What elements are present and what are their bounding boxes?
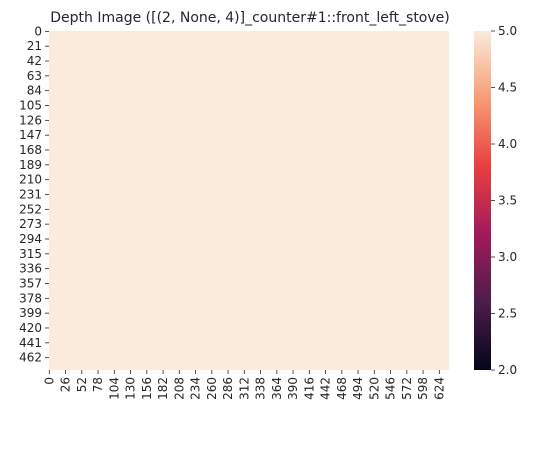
y-tick-label: 42 bbox=[27, 54, 42, 68]
y-tick-label: 210 bbox=[19, 173, 42, 187]
y-tick-label: 63 bbox=[27, 69, 42, 83]
x-tick-label: 624 bbox=[432, 377, 446, 400]
y-tick-label: 420 bbox=[19, 321, 42, 335]
colorbar-tick-label: 2.0 bbox=[498, 363, 517, 377]
x-tick-label: 390 bbox=[286, 377, 300, 400]
y-tick-label: 441 bbox=[19, 336, 42, 350]
y-tick-label: 315 bbox=[19, 247, 42, 261]
y-tick-label: 189 bbox=[19, 158, 42, 172]
x-tick-label: 208 bbox=[172, 377, 186, 400]
y-tick-label: 147 bbox=[19, 128, 42, 142]
y-tick-label: 0 bbox=[34, 24, 42, 38]
x-tick-label: 26 bbox=[59, 377, 73, 392]
x-tick-label: 104 bbox=[107, 377, 121, 400]
y-tick-label: 126 bbox=[19, 113, 42, 127]
y-tick-label: 294 bbox=[19, 232, 42, 246]
x-tick-label: 364 bbox=[270, 377, 284, 400]
x-tick-label: 572 bbox=[400, 377, 414, 400]
y-tick-label: 462 bbox=[19, 351, 42, 365]
x-tick-label: 598 bbox=[416, 377, 430, 400]
colorbar-tick-label: 3.0 bbox=[498, 250, 517, 264]
x-tick-label: 520 bbox=[367, 377, 381, 400]
y-tick-label: 273 bbox=[19, 217, 42, 231]
x-tick-label: 234 bbox=[189, 377, 203, 400]
x-tick-label: 130 bbox=[124, 377, 138, 400]
y-tick-label: 231 bbox=[19, 187, 42, 201]
y-tick-label: 357 bbox=[19, 276, 42, 290]
colorbar-tick-label: 4.5 bbox=[498, 81, 517, 95]
y-tick-label: 378 bbox=[19, 291, 42, 305]
colorbar-tick-label: 4.0 bbox=[498, 137, 517, 151]
y-tick-label: 84 bbox=[27, 84, 42, 98]
y-tick-label: 168 bbox=[19, 143, 42, 157]
x-tick-label: 260 bbox=[205, 377, 219, 400]
x-tick-label: 52 bbox=[75, 377, 89, 392]
x-tick-label: 312 bbox=[237, 377, 251, 400]
x-tick-label: 286 bbox=[221, 377, 235, 400]
y-tick-label: 21 bbox=[27, 39, 42, 53]
colorbar-tick-label: 3.5 bbox=[498, 194, 517, 208]
y-tick-label: 252 bbox=[19, 202, 42, 216]
chart-title: Depth Image ([(2, None, 4)]_counter#1::f… bbox=[50, 10, 449, 26]
x-tick-label: 468 bbox=[335, 377, 349, 400]
x-tick-label: 546 bbox=[384, 377, 398, 400]
heatmap-cells bbox=[49, 31, 449, 370]
x-tick-label: 338 bbox=[254, 377, 268, 400]
y-tick-label: 105 bbox=[19, 99, 42, 113]
colorbar bbox=[474, 31, 491, 370]
x-tick-label: 0 bbox=[42, 377, 56, 385]
colorbar-tick-label: 2.5 bbox=[498, 307, 517, 321]
x-tick-label: 494 bbox=[351, 377, 365, 400]
x-tick-label: 416 bbox=[302, 377, 316, 400]
colorbar-tick-label: 5.0 bbox=[498, 24, 517, 38]
y-tick-label: 336 bbox=[19, 262, 42, 276]
y-tick-label: 399 bbox=[19, 306, 42, 320]
x-tick-label: 78 bbox=[91, 377, 105, 392]
x-tick-label: 182 bbox=[156, 377, 170, 400]
x-tick-label: 156 bbox=[140, 377, 154, 400]
x-tick-label: 442 bbox=[319, 377, 333, 400]
